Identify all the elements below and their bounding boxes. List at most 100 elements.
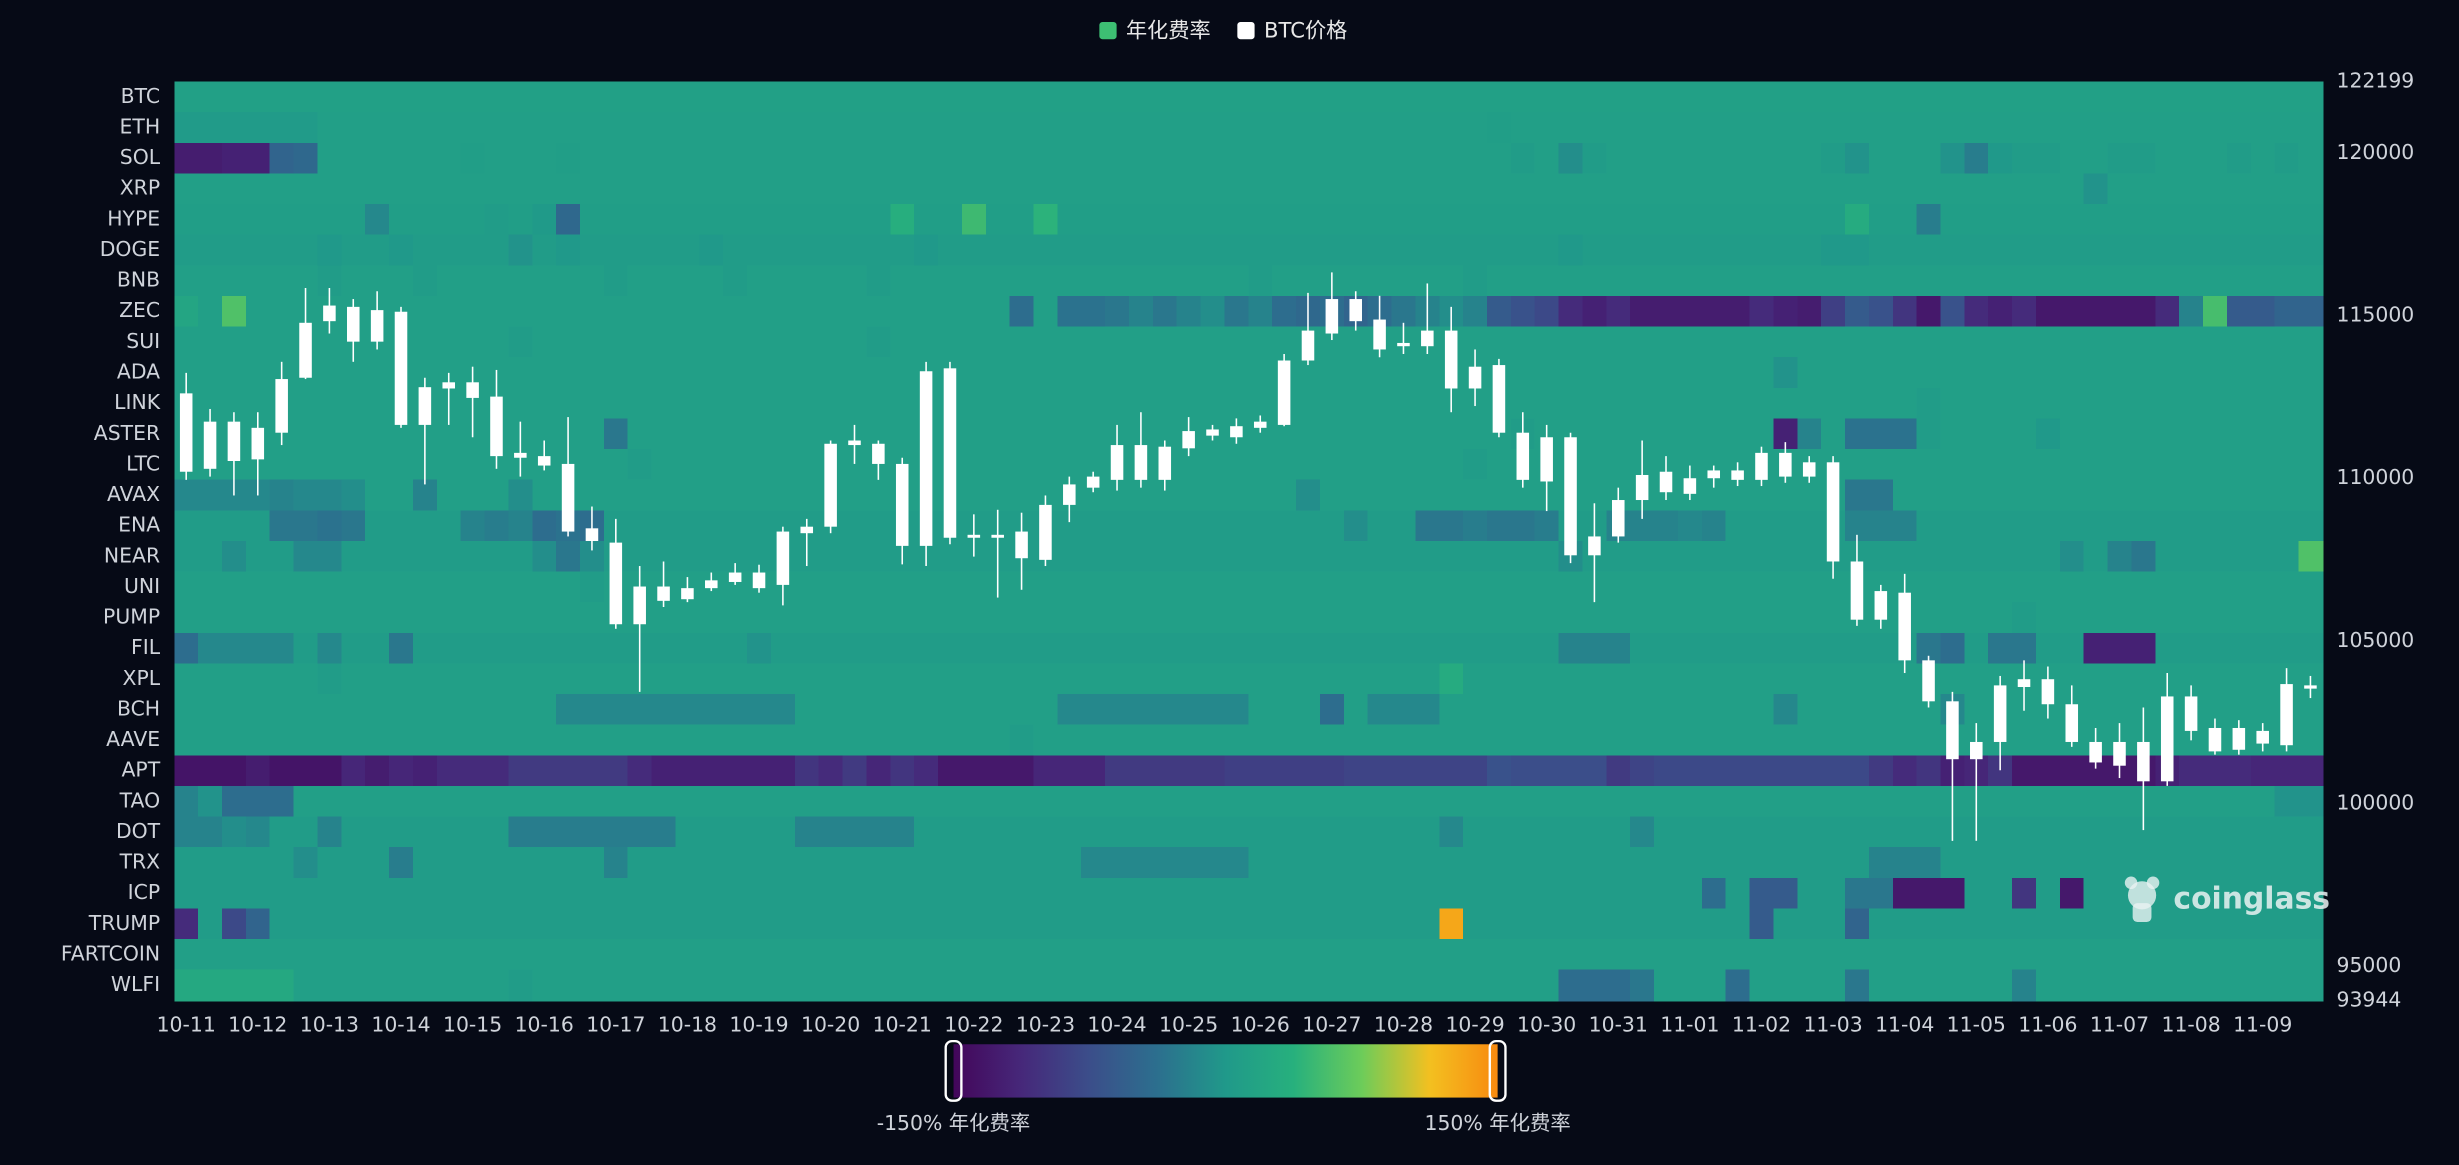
heatmap-cell [818,142,844,175]
row-label: PUMP [103,605,160,629]
heatmap-cell [341,602,367,634]
heatmap-cell [1868,969,1894,1002]
heatmap-cell [317,112,343,144]
candle-body [442,382,456,389]
heatmap-cell [508,479,534,512]
candle-body [1731,470,1744,480]
heatmap-cell [1343,785,1369,818]
heatmap-cell [1033,816,1059,849]
heatmap-cell [818,969,844,1002]
heatmap-cell [1582,602,1608,634]
heatmap-cell [1296,694,1321,726]
heatmap-cell [1176,877,1202,910]
heatmap-cell [412,939,438,971]
heatmap-cell [293,234,319,267]
heatmap-cell [1439,265,1465,297]
heatmap-cell [1558,694,1584,726]
x-tick-label: 11-08 [2161,1012,2220,1036]
heatmap-cell [627,724,653,757]
heatmap-cell [365,755,391,787]
heatmap-cell [1081,326,1107,359]
heatmap-cell [1773,265,1799,297]
heatmap-cell [603,816,629,849]
heatmap-cell [1868,939,1894,971]
heatmap-cell [866,326,892,359]
heatmap-cell [436,847,462,879]
heatmap-cell [2250,326,2276,359]
heatmap-cell [412,632,438,665]
heatmap-cell [1105,142,1130,175]
heatmap-cell [1391,571,1417,604]
heatmap-cell [2035,142,2061,175]
heatmap-cell [174,234,200,267]
heatmap-cell [1988,326,2014,359]
heatmap-cell [866,295,892,328]
heatmap-cell [2179,234,2204,267]
heatmap-cell [1868,479,1894,512]
heatmap-cell [1319,969,1345,1002]
heatmap-cell [914,724,939,757]
heatmap-cell [460,632,486,665]
heatmap-cell [1009,418,1035,451]
heatmap-cell [389,816,414,849]
heatmap-cell [1677,571,1703,604]
heatmap-cell [2012,142,2037,175]
heatmap-cell [1200,663,1226,696]
heatmap-cell [1200,449,1226,481]
heatmap-cell [436,785,462,818]
heatmap-cell [1582,418,1608,451]
heatmap-cell [1391,785,1417,818]
heatmap-cell [2155,785,2181,818]
heatmap-cell [627,939,653,971]
heatmap-cell [1558,724,1584,757]
heatmap-cell [317,602,343,634]
heatmap-cell [794,265,820,297]
heatmap-cell [556,326,581,359]
candle-body [1421,330,1434,347]
heatmap-cell [603,357,629,389]
legend-item[interactable]: 年化费率 [1099,17,1211,42]
heatmap-cell [1916,326,1942,359]
heatmap-cell [1725,295,1751,328]
heatmap-cell [2083,204,2109,236]
heatmap-cell [2035,571,2061,604]
heatmap-cell [1821,326,1846,359]
heatmap-cell [1224,204,1250,236]
heatmap-cell [1630,755,1656,787]
heatmap-cell [2155,632,2181,665]
candle-body [2280,684,2293,746]
heatmap-cell [1081,632,1107,665]
heatmap-cell [890,908,916,941]
heatmap-cell [1988,877,2014,910]
heatmap-cell [1677,969,1703,1002]
heatmap-cell [1105,663,1130,696]
heatmap-cell [532,847,558,879]
heatmap-cell [770,173,796,205]
heatmap-cell [1272,755,1297,787]
heatmap-cell [365,847,391,879]
heatmap-cell [2298,632,2324,665]
heatmap-cell [747,785,772,818]
heatmap-cell [269,81,295,114]
heatmap-cell [1534,602,1560,634]
heatmap-cell [866,510,892,542]
heatmap-cell [1128,847,1154,879]
heatmap-cell [412,234,438,267]
heatmap-cell [1176,724,1202,757]
heatmap-cell [1224,847,1250,879]
heatmap-cell [1510,632,1536,665]
heatmap-cell [2131,510,2157,542]
heatmap-cell [1009,755,1035,787]
heatmap-cell [842,112,868,144]
heatmap-cell [1439,877,1465,910]
heatmap-cell [1415,969,1441,1002]
legend-item[interactable]: BTC价格 [1237,17,1347,42]
heatmap-cell [2298,357,2324,389]
heatmap-cell [1248,387,1274,420]
heatmap-cell [1916,847,1942,879]
heatmap-cell [1200,877,1226,910]
heatmap-cell [1677,908,1703,941]
heatmap-cell [1606,418,1632,451]
heatmap-cell [1845,632,1870,665]
heatmap-cell [1868,142,1894,175]
